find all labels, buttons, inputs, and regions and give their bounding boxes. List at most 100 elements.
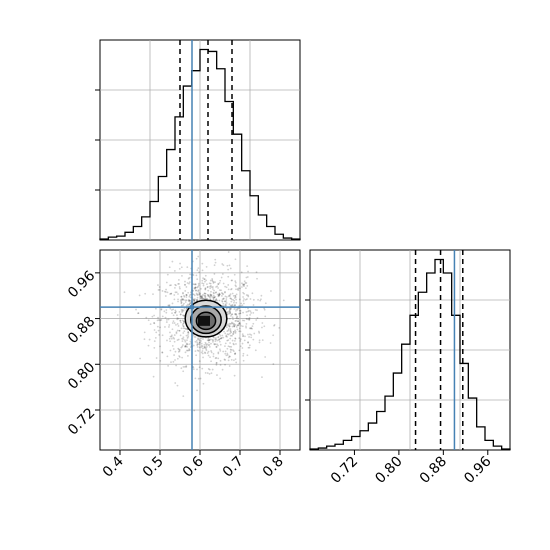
scatter-2d-sample-point <box>224 332 227 335</box>
scatter-2d-sample-point <box>217 351 220 354</box>
scatter-2d-sample-point <box>204 287 207 290</box>
scatter-2d-sample-point <box>204 292 206 295</box>
scatter-2d-sample-point <box>159 345 161 348</box>
scatter-2d-sample-point <box>269 342 272 344</box>
scatter-2d-sample-point <box>212 340 214 343</box>
scatter-2d-sample-point <box>179 262 181 265</box>
scatter-2d-x-tick-label: 0.6 <box>180 453 207 480</box>
scatter-2d-sample-point <box>234 352 237 355</box>
scatter-2d-sample-point <box>172 360 175 363</box>
scatter-2d-sample-point <box>235 317 238 320</box>
scatter-2d-sample-point <box>228 317 231 320</box>
scatter-2d-sample-point <box>229 267 232 270</box>
scatter-2d-sample-point <box>184 340 187 343</box>
scatter-2d-sample-point <box>168 266 171 269</box>
scatter-2d-sample-point <box>188 300 191 302</box>
scatter-2d-sample-point <box>164 326 166 328</box>
scatter-2d-sample-point <box>242 283 244 286</box>
scatter-2d-sample-point <box>219 334 222 337</box>
scatter-2d-sample-point <box>273 324 275 327</box>
scatter-2d-sample-point <box>213 273 216 275</box>
scatter-2d-sample-point <box>227 251 230 253</box>
scatter-2d-sample-point <box>169 284 171 287</box>
scatter-2d-sample-point <box>179 299 182 302</box>
scatter-2d-sample-point <box>224 359 227 361</box>
scatter-2d-sample-point <box>181 319 184 322</box>
scatter-2d-sample-point <box>182 309 185 312</box>
scatter-2d-sample-point <box>199 294 202 297</box>
scatter-2d-sample-point <box>205 348 207 350</box>
scatter-2d-sample-point <box>232 350 235 353</box>
scatter-2d-sample-point <box>202 277 204 280</box>
scatter-2d-sample-point <box>182 327 185 330</box>
scatter-2d-sample-point <box>264 315 267 318</box>
scatter-2d-sample-point <box>208 338 211 341</box>
scatter-2d-sample-point <box>178 267 181 270</box>
scatter-2d-sample-point <box>196 278 199 281</box>
scatter-2d-sample-point <box>210 351 213 354</box>
scatter-2d-sample-point <box>228 365 231 367</box>
scatter-2d-sample-point <box>188 295 191 298</box>
scatter-2d-sample-point <box>211 280 214 283</box>
scatter-2d-sample-point <box>193 287 196 290</box>
scatter-2d-sample-point <box>259 299 262 302</box>
scatter-2d-sample-point <box>206 343 209 346</box>
scatter-2d-sample-point <box>209 294 212 297</box>
scatter-2d-sample-point <box>257 298 259 301</box>
scatter-2d-sample-point <box>215 291 218 294</box>
scatter-2d-sample-point <box>182 314 184 317</box>
scatter-2d-sample-point <box>153 346 156 349</box>
scatter-2d-sample-point <box>201 296 204 299</box>
scatter-2d-sample-point <box>211 338 214 341</box>
scatter-2d-sample-point <box>238 322 241 325</box>
scatter-2d-sample-point <box>181 310 184 312</box>
scatter-2d-sample-point <box>233 324 236 327</box>
scatter-2d-sample-point <box>242 291 245 294</box>
scatter-2d-sample-point <box>234 295 237 298</box>
histogram-param1-quantiles <box>179 40 233 240</box>
scatter-2d-sample-point <box>270 290 272 292</box>
scatter-2d-sample-point <box>212 288 214 290</box>
scatter-2d-sample-point <box>173 354 176 356</box>
scatter-2d-sample-point <box>229 329 232 332</box>
scatter-2d-sample-point <box>175 291 178 294</box>
scatter-2d-sample-point <box>196 294 199 297</box>
scatter-2d-sample-point <box>188 276 191 279</box>
scatter-2d-sample-point <box>222 297 225 300</box>
scatter-2d-sample-point <box>196 269 199 272</box>
scatter-2d-sample-point <box>235 326 238 328</box>
scatter-2d-sample-point <box>186 349 189 352</box>
scatter-2d-sample-point <box>158 288 161 291</box>
scatter-2d-sample-point <box>221 300 223 302</box>
scatter-2d-sample-point <box>246 314 248 317</box>
scatter-2d-sample-point <box>232 322 235 325</box>
scatter-2d-sample-point <box>182 370 185 373</box>
scatter-2d-sample-point <box>178 355 180 357</box>
scatter-2d-sample-point <box>234 358 237 361</box>
scatter-2d-sample-point <box>197 343 200 345</box>
scatter-2d-sample-point <box>232 298 234 301</box>
scatter-2d-sample-point <box>184 283 186 286</box>
scatter-2d-sample-point <box>197 267 200 270</box>
scatter-2d-sample-point <box>212 282 215 284</box>
scatter-2d-sample-point <box>219 364 222 366</box>
scatter-2d-sample-point <box>177 300 179 303</box>
scatter-2d-sample-point <box>249 310 252 313</box>
scatter-2d-sample-point <box>182 304 185 306</box>
scatter-2d-sample-point <box>180 302 183 305</box>
scatter-2d-sample-point <box>195 292 198 295</box>
scatter-2d-sample-point <box>182 314 185 317</box>
scatter-2d-sample-point <box>224 352 227 355</box>
scatter-2d-sample-point <box>215 337 217 339</box>
scatter-2d-sample-point <box>187 332 190 335</box>
scatter-2d-sample-point <box>234 281 237 284</box>
scatter-2d-sample-point <box>168 326 170 328</box>
scatter-2d-sample-point <box>203 344 206 346</box>
scatter-2d-sample-point <box>224 285 227 288</box>
scatter-2d-sample-point <box>197 350 200 352</box>
scatter-2d-sample-point <box>189 293 192 296</box>
scatter-2d-sample-point <box>138 294 141 297</box>
scatter-2d-sample-point <box>213 343 216 345</box>
scatter-2d-sample-point <box>186 345 189 348</box>
scatter-2d-sample-point <box>222 302 225 305</box>
